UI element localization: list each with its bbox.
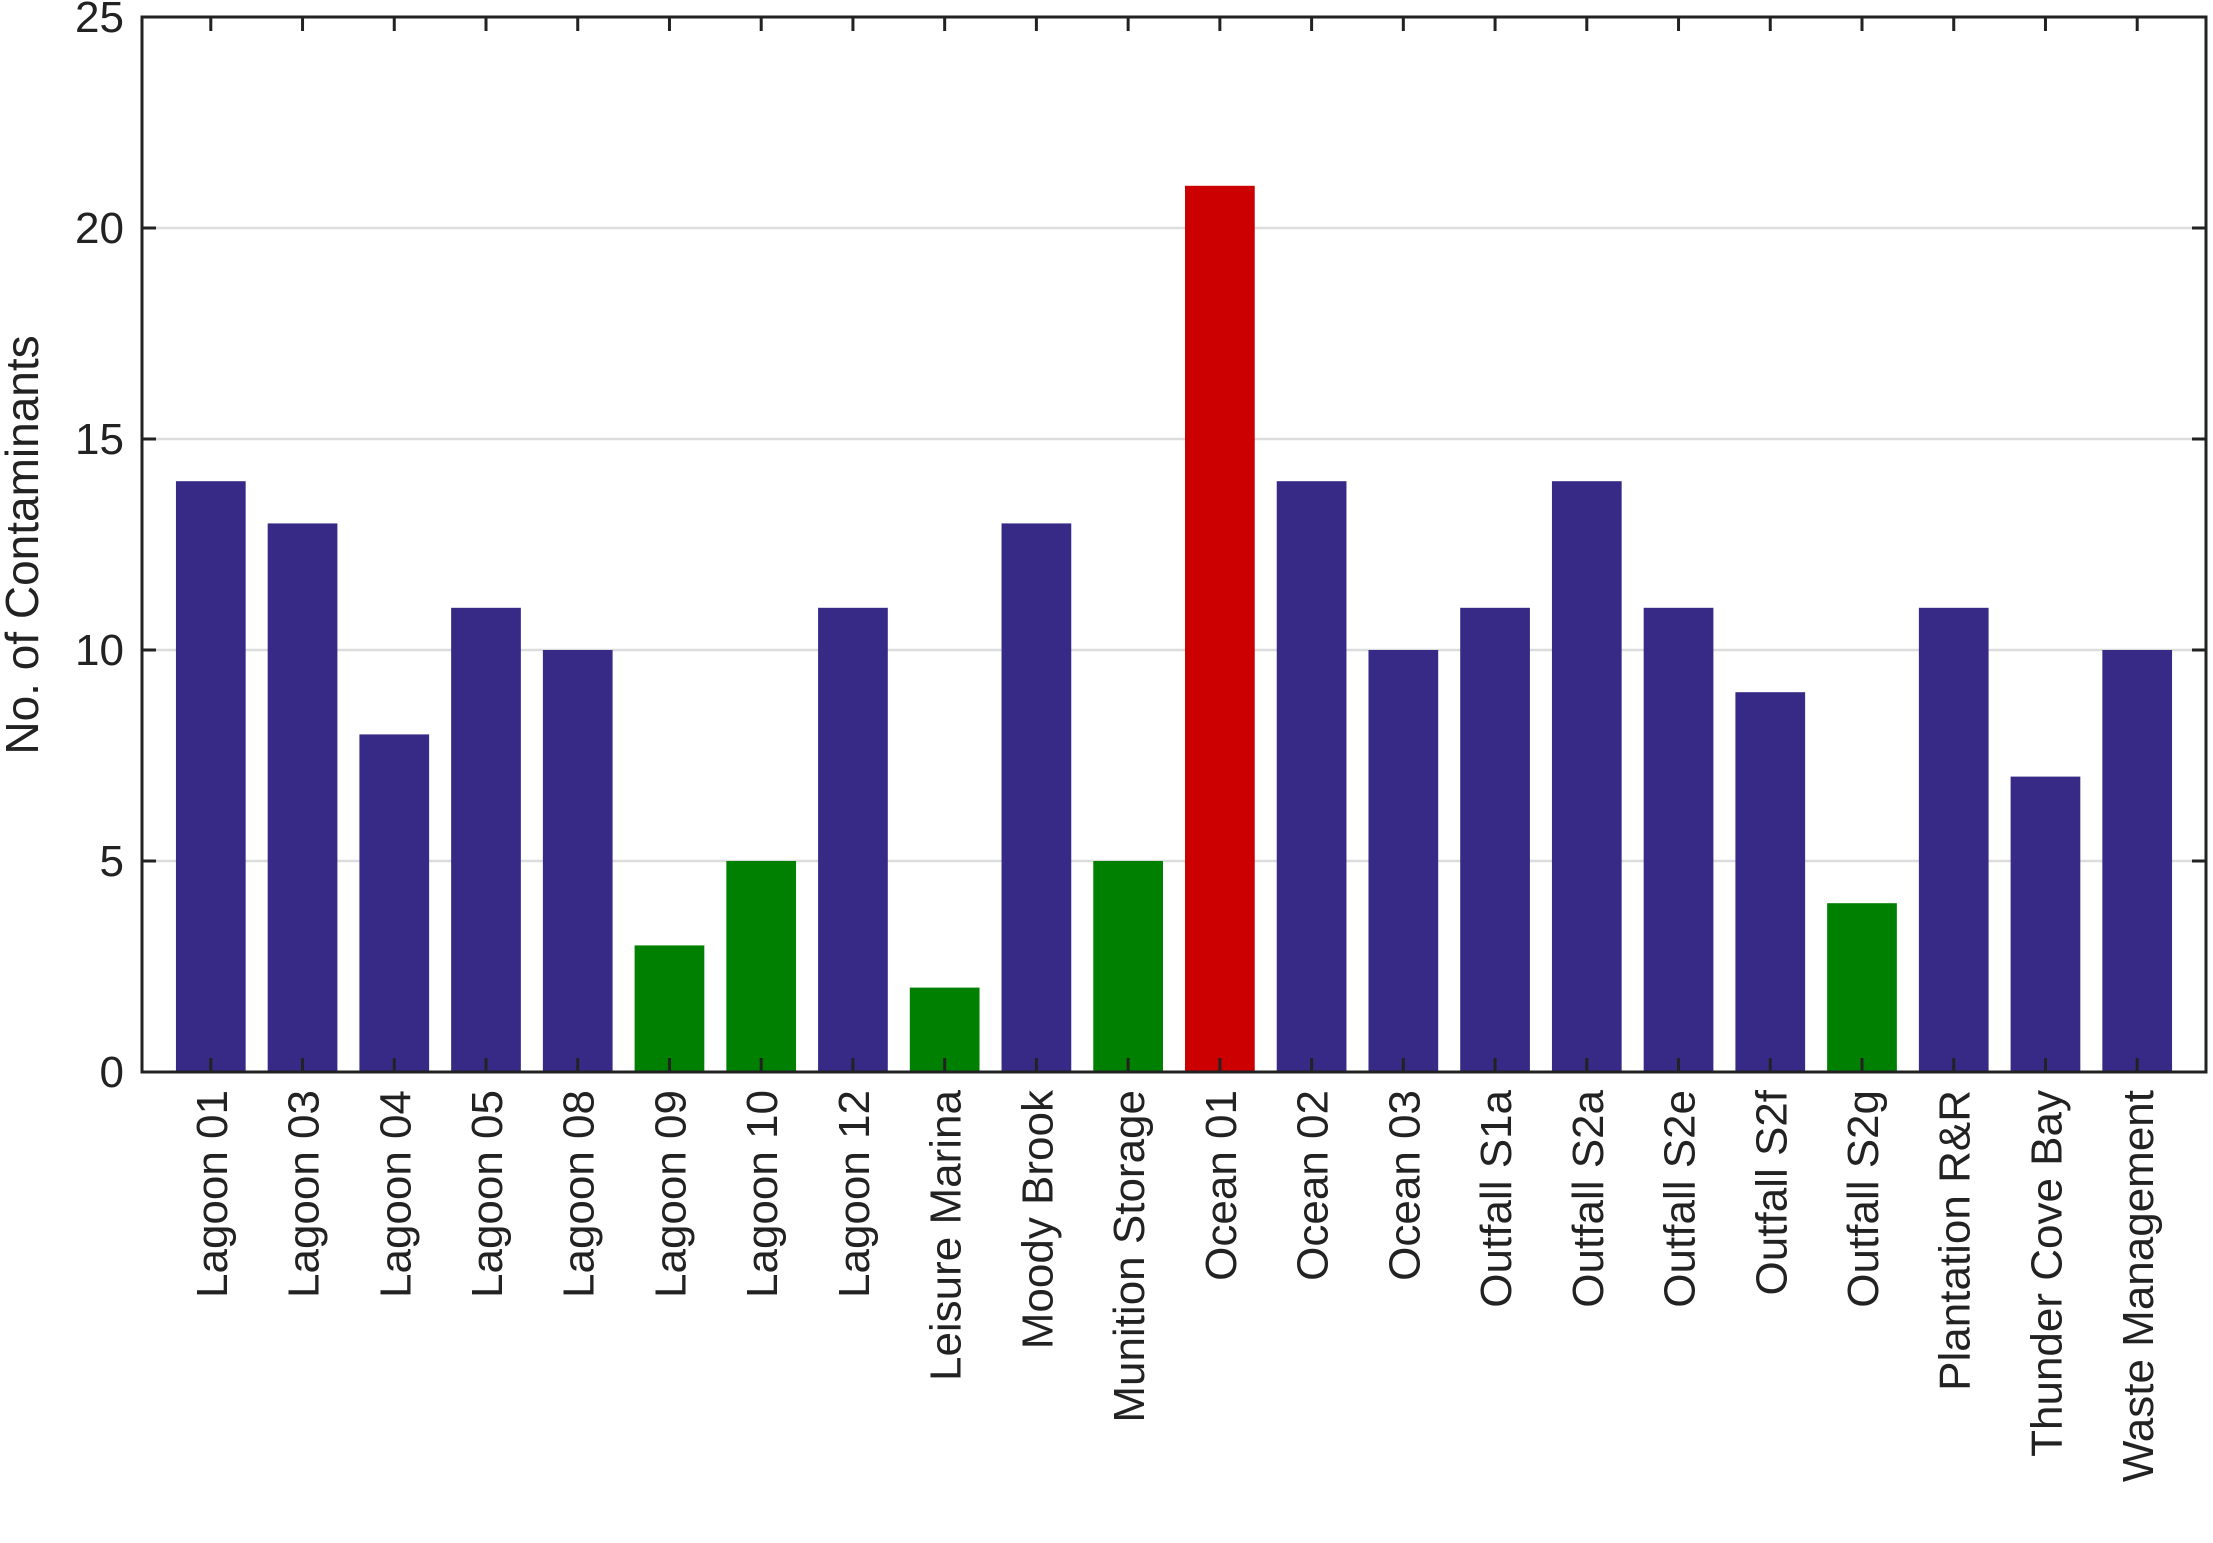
bar [1001, 523, 1072, 1072]
x-tick-label: Lagoon 04 [371, 1090, 420, 1298]
bar [267, 523, 338, 1072]
bar [1643, 607, 1714, 1072]
ticks [142, 15, 2206, 1074]
bar [909, 987, 980, 1072]
bar [1185, 185, 1255, 1073]
bar [818, 607, 888, 1072]
bar [1276, 481, 1347, 1072]
x-tick-label: Munition Storage [1105, 1090, 1154, 1423]
x-tick-label: Lagoon 09 [646, 1090, 695, 1298]
x-tick-label: Ocean 03 [1380, 1090, 1429, 1281]
bar [1093, 861, 1163, 1072]
x-tick-label: Moody Brook [1013, 1089, 1062, 1349]
plot-frame [140, 15, 2208, 1074]
x-tick-label: Lagoon 01 [188, 1090, 237, 1298]
x-tick-label: Plantation R&R [1931, 1090, 1980, 1391]
y-tick-label: 0 [100, 1048, 124, 1097]
bars [175, 185, 2173, 1073]
x-tick-label: Waste Management [2114, 1090, 2163, 1482]
x-tick-label: Outfall S2a [1564, 1089, 1613, 1307]
y-axis-title: No. of Contaminants [0, 335, 48, 754]
y-tick-label: 25 [75, 0, 124, 42]
x-tick-label: Ocean 01 [1197, 1090, 1246, 1281]
bar [542, 650, 613, 1072]
x-tick-label: Lagoon 10 [738, 1090, 787, 1298]
bar [1460, 607, 1530, 1072]
bar [726, 861, 797, 1072]
y-tick-labels: 0 5 10 15 20 25 [75, 0, 124, 1097]
x-tick-labels: Lagoon 01 Lagoon 03 Lagoon 04 Lagoon 05 Lago… [188, 1089, 2163, 1482]
x-tick-label: Lagoon 05 [463, 1090, 512, 1298]
x-tick-label: Lagoon 12 [830, 1090, 879, 1298]
bar [451, 607, 521, 1072]
x-tick-label: Outfall S2e [1656, 1090, 1705, 1308]
x-tick-label: Lagoon 03 [280, 1090, 329, 1298]
bar [359, 734, 430, 1072]
x-tick-label: Thunder Cove Bay [2022, 1090, 2071, 1457]
y-tick-label: 10 [75, 626, 124, 675]
bar [2010, 776, 2081, 1072]
bar [1827, 903, 1897, 1072]
y-tick-label: 15 [75, 415, 124, 464]
bar [1368, 650, 1439, 1072]
bar [175, 481, 246, 1072]
bar [1551, 481, 1622, 1072]
y-tick-label: 20 [75, 204, 124, 253]
y-tick-label: 5 [100, 837, 124, 886]
x-tick-label: Ocean 02 [1289, 1090, 1338, 1281]
bar [2102, 650, 2173, 1072]
x-tick-label: Outfall S2g [1839, 1090, 1888, 1308]
x-tick-label: Outfall S2f [1747, 1089, 1796, 1295]
bar [1918, 607, 1989, 1072]
bar [1735, 692, 1806, 1072]
x-tick-label: Lagoon 08 [555, 1090, 604, 1298]
bar [634, 945, 705, 1072]
x-tick-label: Outfall S1a [1472, 1089, 1521, 1307]
x-tick-label: Leisure Marina [922, 1089, 971, 1381]
